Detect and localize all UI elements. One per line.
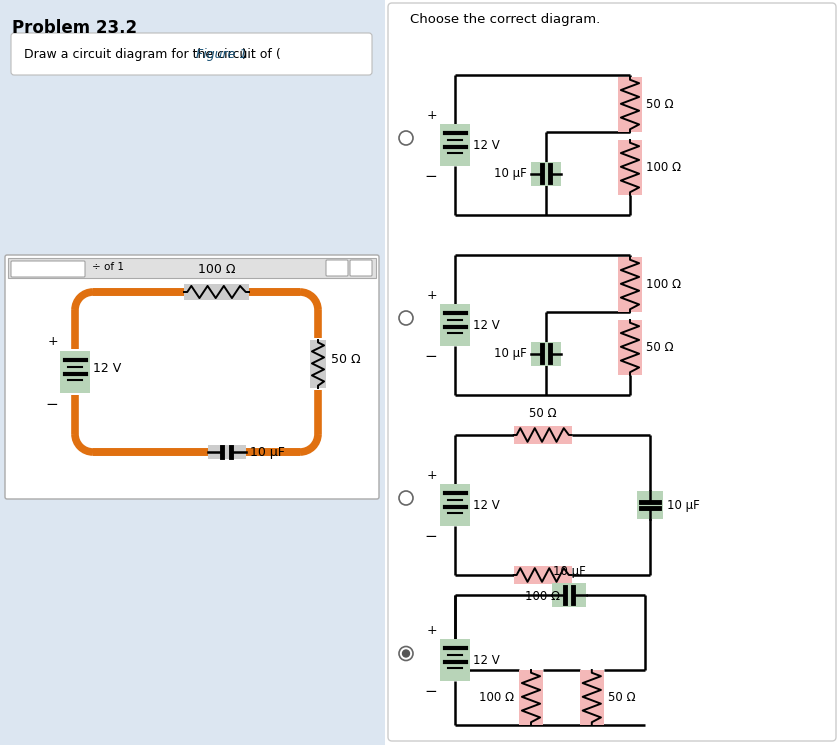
Text: 10 μF: 10 μF [494, 347, 527, 360]
Text: −: − [424, 529, 437, 544]
Bar [531, 162, 561, 186]
Bar [531, 341, 561, 366]
Text: −: − [424, 684, 437, 699]
Text: 50 Ω: 50 Ω [646, 98, 674, 111]
Text: 12 V: 12 V [473, 498, 500, 512]
Bar [618, 77, 642, 132]
Text: −: − [424, 169, 437, 184]
Text: +: + [427, 469, 437, 482]
Text: 100 Ω: 100 Ω [479, 691, 514, 704]
Text: −: − [424, 349, 437, 364]
FancyBboxPatch shape [5, 255, 379, 499]
Text: ) .: ) . [242, 48, 255, 60]
Bar [440, 484, 470, 526]
Bar [440, 639, 470, 681]
Bar [440, 124, 470, 166]
Text: >: > [357, 262, 365, 272]
Text: <: < [333, 262, 341, 272]
Bar [440, 304, 470, 346]
Text: Figure 1: Figure 1 [27, 262, 69, 272]
Bar [60, 351, 90, 393]
Text: 10 μF: 10 μF [494, 167, 527, 180]
Circle shape [399, 647, 413, 661]
Bar [0, 0, 385, 745]
Text: −: − [45, 397, 58, 412]
Text: 50 Ω: 50 Ω [529, 407, 557, 420]
Text: 50 Ω: 50 Ω [608, 691, 635, 704]
Circle shape [399, 311, 413, 325]
Bar [637, 491, 663, 519]
Text: 50 Ω: 50 Ω [646, 341, 674, 354]
FancyBboxPatch shape [326, 260, 348, 276]
Text: ÷ of 1: ÷ of 1 [92, 262, 124, 272]
Bar [385, 0, 840, 745]
Text: 10 μF: 10 μF [553, 565, 585, 578]
FancyBboxPatch shape [388, 3, 836, 741]
Circle shape [402, 650, 410, 657]
Text: 100 Ω: 100 Ω [646, 161, 681, 174]
Text: 50 Ω: 50 Ω [331, 352, 360, 366]
Bar [618, 320, 642, 375]
Bar [580, 670, 604, 725]
Bar [618, 257, 642, 312]
Bar [8, 258, 376, 278]
Text: 12 V: 12 V [473, 653, 500, 667]
Text: 100 Ω: 100 Ω [646, 278, 681, 291]
FancyBboxPatch shape [11, 261, 85, 277]
Text: Problem 23.2: Problem 23.2 [12, 19, 137, 37]
Text: 100 Ω: 100 Ω [197, 263, 235, 276]
FancyBboxPatch shape [11, 33, 372, 75]
Bar [552, 583, 586, 607]
Bar [519, 670, 543, 725]
Text: 10 μF: 10 μF [667, 498, 700, 512]
Text: 10 μF: 10 μF [250, 446, 286, 458]
Text: +: + [427, 109, 437, 122]
Bar [184, 284, 249, 300]
Text: +: + [427, 289, 437, 302]
Text: Draw a circuit diagram for the circuit of (: Draw a circuit diagram for the circuit o… [24, 48, 281, 60]
Circle shape [399, 131, 413, 145]
Bar [514, 426, 572, 444]
Text: 12 V: 12 V [473, 319, 500, 332]
Text: Figure 1: Figure 1 [196, 48, 247, 60]
Text: +: + [47, 335, 58, 348]
Text: Choose the correct diagram.: Choose the correct diagram. [410, 13, 601, 26]
Bar [514, 566, 572, 584]
FancyBboxPatch shape [350, 260, 372, 276]
Bar [207, 445, 245, 459]
Circle shape [399, 491, 413, 505]
Bar [310, 340, 326, 388]
Text: 12 V: 12 V [473, 139, 500, 151]
Bar [618, 140, 642, 195]
Text: 100 Ω: 100 Ω [525, 590, 560, 603]
Text: +: + [427, 624, 437, 637]
Text: 12 V: 12 V [93, 361, 121, 375]
